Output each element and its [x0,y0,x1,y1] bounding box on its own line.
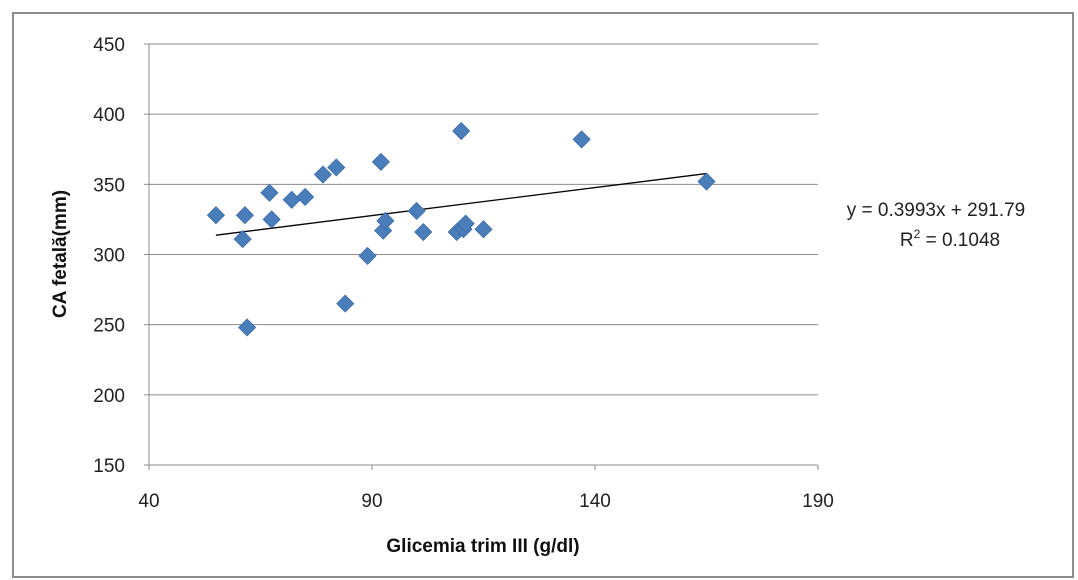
r-squared-superscript: 2 [914,227,921,241]
y-tick-labels: 150 200 250 300 350 400 450 [93,35,125,477]
data-points [206,121,716,337]
axes [148,44,819,470]
data-point [456,214,475,233]
y-tick-label: 400 [93,105,125,126]
trendline [215,172,707,236]
data-point [371,152,390,171]
data-point [233,229,252,249]
y-tick-label: 450 [93,35,125,56]
data-point [358,246,377,265]
data-point [262,210,281,229]
data-point [238,318,257,337]
x-tick-label: 90 [361,491,382,512]
data-point [376,211,395,230]
chart-frame [12,12,1074,578]
data-point [697,172,716,191]
data-point [206,206,225,225]
data-point [282,190,301,209]
data-point [327,158,346,177]
x-tick-label: 40 [138,491,159,512]
x-tick-label: 190 [802,491,834,512]
y-axis-title: CA fetală(mm) [50,190,71,318]
x-tick-label: 140 [579,491,611,512]
data-point [260,183,279,202]
r-squared-label: R2 = 0.1048 [900,227,1000,251]
data-point [414,222,433,242]
trendline-group [215,172,707,236]
data-point [313,165,333,184]
data-point [474,220,493,239]
y-tick-label: 250 [93,316,125,337]
y-tick-label: 350 [93,175,125,196]
y-tick-label: 300 [93,246,125,267]
data-point [572,130,591,149]
x-axis-title: Glicemia trim III (g/dl) [386,536,579,557]
r-squared-value: = 0.1048 [920,230,1000,251]
data-point [407,201,426,221]
data-point [336,294,355,313]
y-tick-label: 150 [93,456,125,477]
trendline-equation: y = 0.3993x + 291.79 [847,200,1026,221]
data-point [235,206,254,225]
gridlines [144,43,818,466]
x-tick-labels: 40 90 140 190 [138,491,833,512]
data-point [452,121,471,141]
data-point [296,187,315,207]
r-squared-prefix: R [900,230,914,251]
y-tick-label: 200 [93,386,125,407]
